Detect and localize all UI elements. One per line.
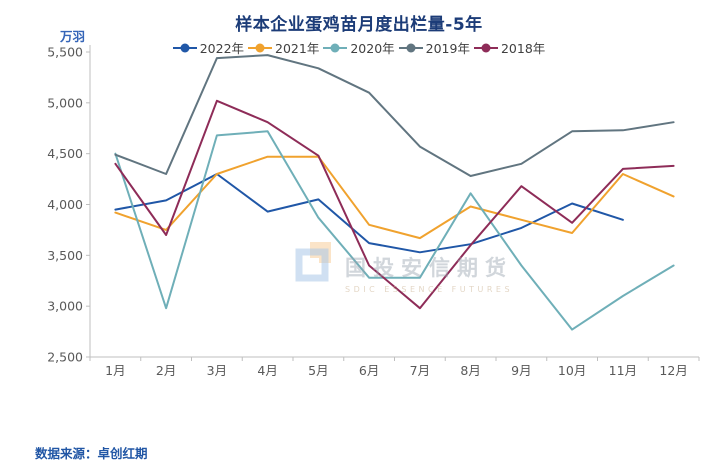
y-axis-label: 2,500 — [47, 350, 83, 365]
series-line-2019年 — [114, 54, 675, 177]
y-axis-label: 4,000 — [47, 197, 83, 212]
legend-marker-icon — [398, 43, 423, 52]
legend-marker-icon — [248, 43, 273, 52]
x-axis-label: 7月 — [410, 363, 430, 378]
legend-item-2019年: 2019年 — [398, 38, 470, 57]
legend-item-2022年: 2022年 — [172, 38, 245, 57]
x-axis-label: 11月 — [609, 363, 637, 378]
legend-marker-icon — [473, 43, 498, 52]
x-axis-label: 12月 — [659, 363, 687, 378]
legend-marker-icon — [172, 43, 197, 52]
x-axis-label: 5月 — [308, 363, 328, 378]
y-axis-label: 3,000 — [47, 299, 83, 314]
series-line-2022年 — [114, 173, 624, 254]
legend: 2022年 2021年 2020年 2019年 2018年 — [0, 38, 718, 57]
legend-label: 2019年 — [425, 41, 470, 56]
x-axis-label: 6月 — [359, 363, 379, 378]
series-line-2020年 — [114, 130, 675, 331]
y-axis-unit: 万羽 — [59, 29, 85, 44]
legend-item-2020年: 2020年 — [323, 38, 395, 57]
x-axis-label: 1月 — [105, 363, 125, 378]
y-axis-label: 4,500 — [47, 146, 83, 161]
legend-marker-icon — [323, 43, 348, 52]
chart-title: 样本企业蛋鸡苗月度出栏量-5年 — [235, 15, 483, 35]
series-line-2021年 — [114, 155, 675, 240]
series-line-2018年 — [114, 99, 675, 310]
x-axis-label: 3月 — [207, 363, 227, 378]
y-axis-label: 5,000 — [47, 95, 83, 110]
legend-item-2021年: 2021年 — [248, 38, 319, 57]
x-axis-label: 10月 — [558, 363, 586, 378]
y-axis-label: 5,500 — [47, 45, 83, 60]
x-axis-label: 2月 — [156, 363, 176, 378]
legend-label: 2018年 — [500, 41, 546, 56]
y-axis-label: 3,500 — [47, 248, 83, 263]
x-axis-label: 9月 — [511, 363, 531, 378]
data-source: 数据来源：卓创红期 — [35, 446, 148, 461]
legend-label: 2021年 — [275, 41, 320, 56]
x-axis-label: 4月 — [257, 363, 277, 378]
legend-label: 2020年 — [350, 41, 395, 56]
legend-item-2018年: 2018年 — [473, 38, 546, 57]
x-axis-label: 8月 — [460, 363, 480, 378]
legend-label: 2022年 — [199, 41, 245, 56]
